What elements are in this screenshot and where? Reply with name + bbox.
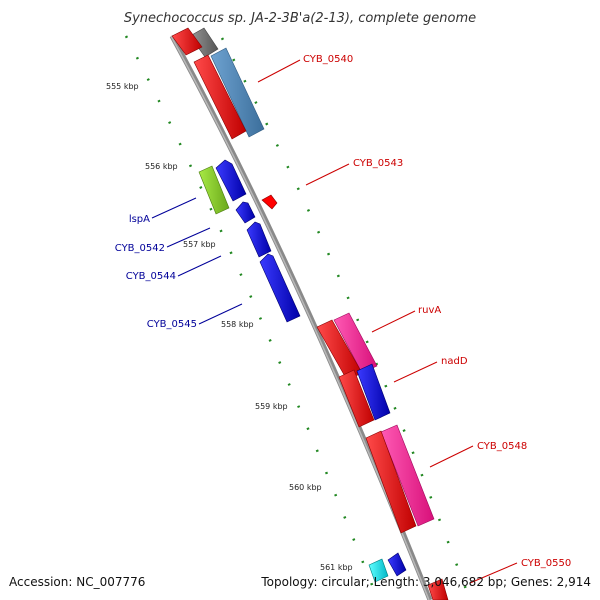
cds-nadd[interactable] [356, 363, 391, 421]
cds-cyb-0548[interactable] [380, 424, 435, 527]
cds-feature-red-0539[interactable] [193, 54, 247, 140]
cds-feature-red-top[interactable] [171, 27, 203, 56]
label-cyb-0543[interactable]: CYB_0543 [353, 158, 403, 169]
cds-feature-red-0549[interactable] [365, 430, 417, 534]
leader-ruva [371, 310, 416, 333]
genome-summary-text: Topology: circular; Length: 3,046,682 bp… [260, 575, 591, 589]
leader-cyb-0550 [469, 562, 518, 584]
leader-cyb-0540 [257, 59, 301, 83]
cds-cyb-0540[interactable] [210, 47, 265, 138]
cds-cyb-0550[interactable] [427, 578, 449, 600]
map-title: Synechococcus sp. JA-2-3B'a(2-13), compl… [124, 11, 476, 26]
cds-feature-gray[interactable] [189, 27, 219, 58]
cds-feature-red-0547[interactable] [338, 369, 375, 428]
tick-label-561: 561 kbp [320, 563, 353, 572]
tick-label-557: 557 kbp [183, 240, 216, 249]
genome-backbone [169, 34, 433, 600]
label-cyb-0540[interactable]: CYB_0540 [303, 54, 353, 65]
tick-label-555: 555 kbp [106, 82, 139, 91]
leader-nadd [393, 361, 438, 383]
leader-cyb-0543 [305, 163, 350, 186]
cds-feature-blue-0541[interactable] [215, 159, 247, 202]
label-cyb-0550[interactable]: CYB_0550 [521, 558, 571, 569]
cds-cyb-0545[interactable] [259, 253, 301, 323]
leader-cyb-0548 [429, 445, 474, 468]
cds-cyb-0544[interactable] [246, 221, 272, 258]
leader-lspa [151, 197, 197, 219]
leader-cyb-0544 [177, 255, 222, 277]
label-cyb-0542[interactable]: CYB_0542 [115, 243, 165, 254]
label-lspa[interactable]: lspA [129, 214, 150, 225]
tick-label-558: 558 kbp [221, 320, 254, 329]
label-ruva[interactable]: ruvA [418, 305, 441, 316]
tick-label-559: 559 kbp [255, 402, 288, 411]
cds-feature-cyan[interactable] [368, 558, 389, 583]
cds-cyb-0542[interactable] [235, 201, 256, 224]
cds-lspa[interactable] [198, 165, 230, 215]
leader-cyb-0545 [198, 303, 243, 325]
leader-cyb-0542 [166, 227, 211, 248]
accession-text: Accession: NC_007776 [9, 575, 145, 589]
label-cyb-0545[interactable]: CYB_0545 [147, 319, 197, 330]
label-nadd[interactable]: nadD [441, 356, 468, 367]
cds-cyb-0543[interactable] [261, 194, 278, 210]
cds-feature-blue-bottom[interactable] [387, 552, 407, 577]
label-cyb-0544[interactable]: CYB_0544 [126, 271, 176, 282]
genome-backbone-highlight [170, 35, 430, 600]
tick-label-560: 560 kbp [289, 483, 322, 492]
tick-label-556: 556 kbp [145, 162, 178, 171]
cds-ruva[interactable] [333, 312, 378, 374]
label-cyb-0548[interactable]: CYB_0548 [477, 441, 527, 452]
